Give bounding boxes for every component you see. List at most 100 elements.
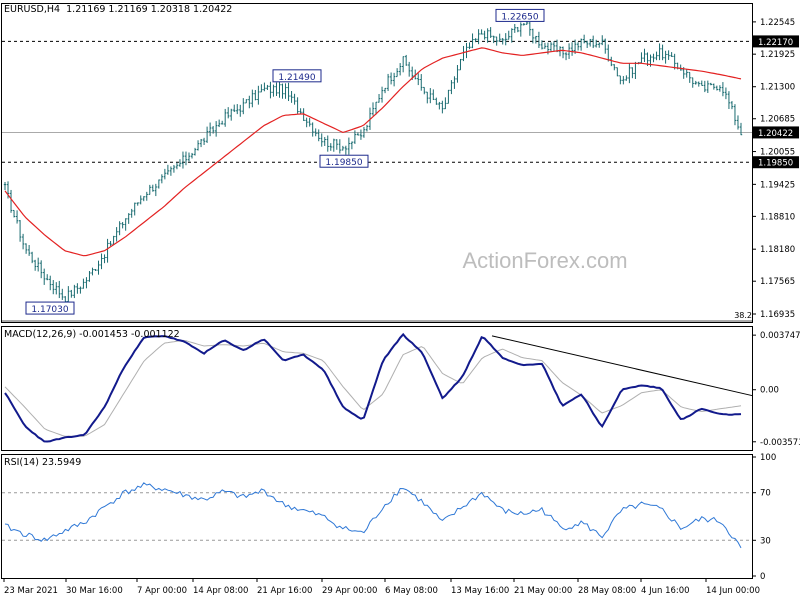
price-bar: [85, 277, 88, 289]
price-annotation-box: [319, 154, 369, 168]
price-bar: [106, 238, 109, 263]
x-tick-label: 29 Apr 00:00: [322, 586, 377, 596]
price-bar: [486, 28, 489, 43]
price-series: 38.2 1.22650 1.21490 1.19850 1.17030: [2, 8, 752, 322]
x-tick-label: 28 May 08:00: [578, 586, 636, 596]
price-bar: [211, 126, 215, 134]
level-badge: 1.22170: [753, 35, 799, 48]
price-bar: [456, 64, 459, 83]
macd-series: [4, 332, 753, 443]
price-bar: [522, 22, 526, 26]
symbol-label: EURUSD,H4: [4, 4, 61, 15]
price-bar: [477, 29, 480, 45]
price-bar: [359, 129, 363, 140]
price-bar: [332, 138, 335, 152]
price-bar: [495, 36, 498, 46]
price-bar: [447, 89, 450, 104]
price-bar: [389, 72, 393, 85]
price-bar: [582, 34, 586, 44]
price-bar: [97, 260, 100, 275]
price-bar: [157, 179, 161, 189]
price-bar: [64, 296, 67, 303]
price-bar: [55, 282, 58, 295]
price-bar: [700, 80, 703, 86]
price-bar: [474, 38, 477, 43]
price-bar: [236, 104, 239, 115]
level-badge-label: 1.20422: [758, 129, 793, 139]
x-tick-label: 23 Mar 2021: [4, 586, 58, 596]
price-bar: [417, 73, 420, 86]
price-bar: [718, 85, 722, 92]
x-tick-label: 6 May 08:00: [385, 586, 438, 596]
price-bar: [724, 87, 728, 100]
price-bar: [36, 257, 40, 272]
price-bar: [94, 269, 97, 271]
price-bar: [278, 81, 281, 98]
price-bar: [341, 145, 345, 151]
price-bar: [558, 46, 562, 57]
price-annotation: 1.19850: [319, 154, 369, 168]
price-bar: [139, 195, 142, 205]
rsi-tick-label: 30: [760, 536, 771, 546]
price-bar: [248, 95, 251, 109]
price-bar: [640, 52, 643, 64]
rsi-title: RSI(14) 23.5949: [4, 457, 82, 468]
price-bar: [3, 182, 7, 191]
price-bar: [73, 284, 76, 299]
price-bar: [576, 42, 580, 51]
price-bar: [223, 108, 227, 127]
price-bar: [564, 52, 568, 61]
price-bar: [519, 22, 523, 37]
price-bar: [133, 202, 136, 216]
price-bar: [537, 31, 541, 48]
level-badge-label: 1.22170: [758, 38, 793, 48]
price-bar: [739, 122, 743, 136]
price-annotation-label: 1.22650: [501, 12, 538, 22]
price-bar: [691, 77, 694, 88]
price-bar: [709, 82, 713, 86]
price-annotation: 1.21490: [272, 69, 322, 83]
price-bar: [733, 104, 737, 126]
price-bar: [643, 48, 646, 63]
price-bar: [420, 74, 423, 91]
price-bar: [49, 275, 52, 291]
price-bar: [52, 280, 55, 295]
price-pane-frame: [1, 3, 753, 323]
price-bar: [79, 286, 82, 294]
price-bar: [531, 28, 535, 44]
price-bar: [308, 117, 311, 127]
price-bar: [145, 191, 148, 201]
price-bar: [353, 130, 357, 144]
price-bar: [628, 63, 631, 84]
price-bar: [27, 244, 31, 256]
price-bar: [579, 38, 583, 51]
price-bar: [299, 108, 302, 115]
price-bar: [205, 126, 209, 143]
level-badge-box: [753, 126, 799, 139]
price-bar: [395, 68, 399, 78]
price-bar: [166, 164, 170, 175]
price-bar: [404, 54, 408, 66]
x-tick-label: 21 Apr 16:00: [257, 586, 312, 596]
price-bar: [302, 108, 305, 121]
price-bar: [266, 84, 269, 91]
price-bar: [127, 213, 130, 224]
price-bar: [335, 139, 339, 150]
price-bar: [317, 129, 320, 142]
price-bar: [287, 82, 290, 102]
price-bar: [380, 86, 384, 103]
price-bar: [356, 132, 360, 136]
price-bar: [272, 84, 275, 97]
price-bar: [12, 209, 16, 218]
axes: 1.22545 1.21925 1.21300 1.20685 1.20055 1.194…: [3, 18, 800, 596]
price-bar: [622, 76, 625, 85]
price-bar: [82, 278, 85, 289]
price-bar: [492, 35, 495, 44]
price-bar: [468, 42, 471, 50]
price-bar: [365, 124, 369, 132]
price-bar: [462, 45, 465, 62]
price-bar: [118, 221, 121, 236]
price-bar: [688, 71, 691, 83]
price-bar: [727, 91, 731, 109]
price-bar: [148, 184, 151, 195]
